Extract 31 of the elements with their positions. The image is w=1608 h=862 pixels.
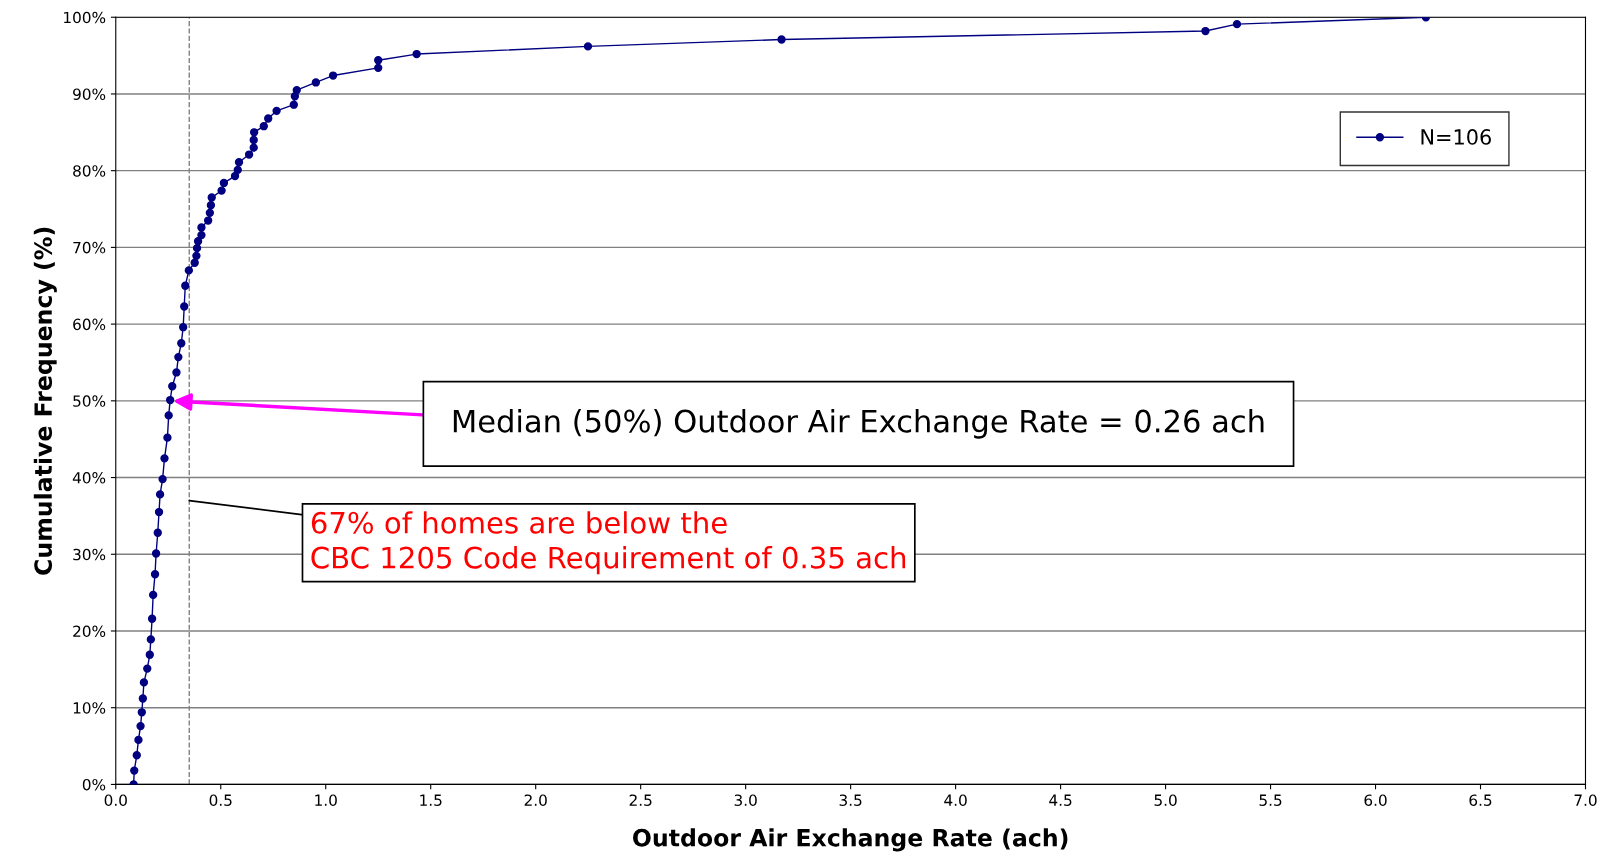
x-tick-label: 2.5 <box>629 794 652 806</box>
x-axis-title: Outdoor Air Exchange Rate (ach) <box>633 828 1068 852</box>
x-tick-label: 2.0 <box>524 794 547 806</box>
y-tick-label: 80% <box>73 165 106 177</box>
x-tick-label: 4.5 <box>1049 794 1072 806</box>
y-tick-label: 20% <box>73 625 106 638</box>
x-tick-label: 6.5 <box>1469 794 1492 806</box>
x-tick-label: 0.5 <box>209 794 232 806</box>
y-tick-label: 30% <box>73 548 106 561</box>
y-tick-label: 100% <box>64 11 106 24</box>
y-axis-title: Cumulative Frequency (%) <box>33 227 57 575</box>
annotation: 67% of homes are below the CBC 1205 Code Requirement of 0.35 ach <box>311 511 906 575</box>
y-tick-label: 40% <box>72 472 106 484</box>
x-tick-label: 0.0 <box>104 794 127 806</box>
legend-label: N=106 <box>1421 129 1491 145</box>
x-tick-label: 3.0 <box>734 794 757 806</box>
annotation: Median (50%) Outdoor Air Exchange Rate = 0.26 ach <box>453 409 1264 439</box>
y-tick-label: 50% <box>73 395 106 407</box>
y-tick-label: 10% <box>73 702 106 714</box>
x-tick-label: 6.0 <box>1364 794 1387 806</box>
x-tick-label: 1.0 <box>315 794 337 806</box>
x-tick-label: 5.5 <box>1259 794 1282 806</box>
y-tick-label: 90% <box>73 88 106 100</box>
x-tick-label: 1.5 <box>420 794 442 806</box>
y-tick-label: 0% <box>82 778 106 791</box>
y-tick-label: 60% <box>73 318 106 331</box>
x-tick-label: 5.0 <box>1154 794 1177 806</box>
x-tick-label: 7.0 <box>1574 794 1597 806</box>
y-tick-label: 70% <box>73 241 106 254</box>
x-tick-label: 4.0 <box>944 794 967 806</box>
x-tick-label: 3.5 <box>839 794 862 806</box>
